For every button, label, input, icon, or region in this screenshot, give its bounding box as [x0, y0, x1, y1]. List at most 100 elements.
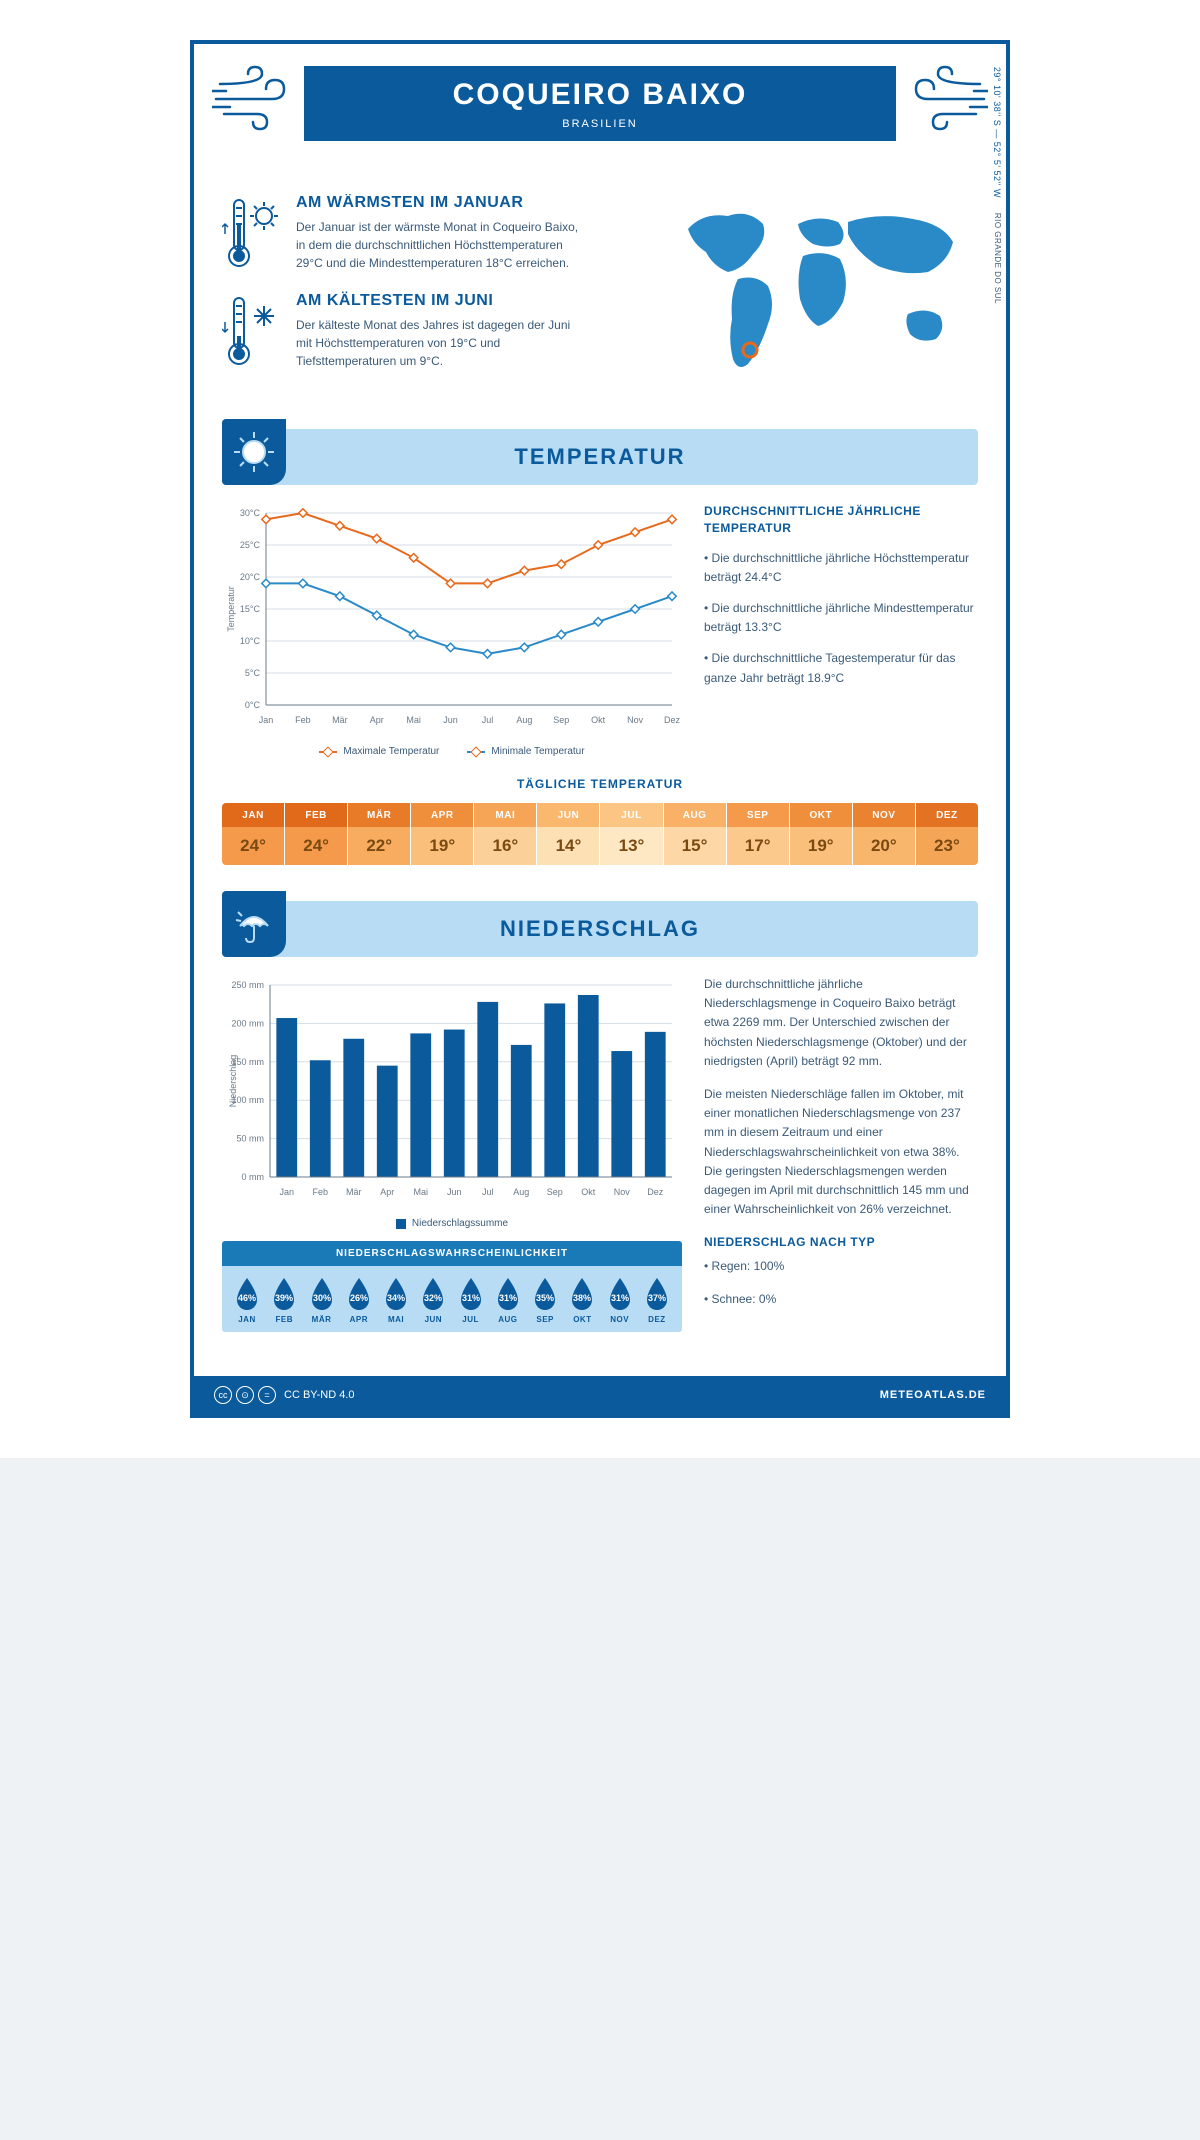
month-cell: OKT19°: [790, 803, 853, 865]
svg-text:31%: 31%: [499, 1293, 517, 1303]
precip-p1: Die durchschnittliche jährliche Niedersc…: [704, 975, 978, 1071]
legend-max: Maximale Temperatur: [343, 746, 439, 757]
svg-text:32%: 32%: [424, 1293, 442, 1303]
month-cell: FEB24°: [285, 803, 348, 865]
prob-drop: 26%APR: [342, 1276, 376, 1324]
month-cell: SEP17°: [727, 803, 790, 865]
svg-text:Jun: Jun: [447, 1187, 462, 1197]
svg-text:Mär: Mär: [346, 1187, 362, 1197]
month-cell: MÄR22°: [348, 803, 411, 865]
cold-text: Der kälteste Monat des Jahres ist dagege…: [296, 316, 586, 370]
daily-temp-strip: JAN24°FEB24°MÄR22°APR19°MAI16°JUN14°JUL1…: [222, 803, 978, 865]
svg-text:25°C: 25°C: [240, 540, 261, 550]
region-label: RIO GRANDE DO SUL: [993, 213, 1002, 304]
prob-drop: 31%AUG: [491, 1276, 525, 1324]
svg-text:Sep: Sep: [553, 715, 569, 725]
umbrella-icon: [234, 904, 274, 944]
cc-icon: cc: [214, 1386, 232, 1404]
precip-type-item: • Schnee: 0%: [704, 1290, 978, 1309]
site-name: METEOATLAS.DE: [880, 1389, 986, 1401]
precip-title: NIEDERSCHLAG: [500, 916, 700, 942]
svg-text:Mär: Mär: [332, 715, 348, 725]
month-cell: DEZ23°: [916, 803, 978, 865]
svg-text:Dez: Dez: [664, 715, 681, 725]
svg-text:Feb: Feb: [295, 715, 311, 725]
header: COQUEIRO BAIXO BRASILIEN: [194, 44, 1006, 194]
svg-text:31%: 31%: [611, 1293, 629, 1303]
month-cell: MAI16°: [474, 803, 537, 865]
temperature-line-chart: 0°C5°C10°C15°C20°C25°C30°CJanFebMärAprMa…: [222, 503, 682, 757]
prob-drop: 34%MAI: [379, 1276, 413, 1324]
legend-min: Minimale Temperatur: [491, 746, 584, 757]
temp-title: TEMPERATUR: [514, 444, 685, 470]
month-cell: AUG15°: [664, 803, 727, 865]
svg-text:Mai: Mai: [406, 715, 421, 725]
precip-p2: Die meisten Niederschläge fallen im Okto…: [704, 1085, 978, 1219]
svg-text:Jun: Jun: [443, 715, 458, 725]
warm-text: Der Januar ist der wärmste Monat in Coqu…: [296, 218, 586, 272]
coldest-block: AM KÄLTESTEN IM JUNI Der kälteste Monat …: [222, 292, 648, 372]
month-cell: JUN14°: [537, 803, 600, 865]
precip-info: Die durchschnittliche jährliche Niedersc…: [704, 975, 978, 1332]
world-map: 29° 10' 38'' S — 52° 5' 52'' W RIO GRAND…: [668, 194, 978, 399]
month-cell: JAN24°: [222, 803, 285, 865]
svg-text:0 mm: 0 mm: [242, 1172, 265, 1182]
svg-text:37%: 37%: [648, 1293, 666, 1303]
svg-text:0°C: 0°C: [245, 700, 261, 710]
svg-text:34%: 34%: [387, 1293, 405, 1303]
prob-drop: 46%JAN: [230, 1276, 264, 1324]
precipitation-bar-chart: 0 mm50 mm100 mm150 mm200 mm250 mmJanFebM…: [222, 975, 682, 1229]
temp-info-title: DURCHSCHNITTLICHE JÄHRLICHE TEMPERATUR: [704, 503, 978, 537]
svg-text:Jan: Jan: [279, 1187, 294, 1197]
precip-legend: Niederschlagssumme: [222, 1218, 682, 1229]
svg-text:Mai: Mai: [413, 1187, 428, 1197]
svg-text:Okt: Okt: [591, 715, 606, 725]
temp-section-header: TEMPERATUR: [222, 419, 978, 485]
daily-temp-title: TÄGLICHE TEMPERATUR: [222, 777, 978, 791]
month-cell: JUL13°: [600, 803, 663, 865]
svg-text:200 mm: 200 mm: [231, 1018, 264, 1028]
prob-drop: 32%JUN: [416, 1276, 450, 1324]
svg-text:15°C: 15°C: [240, 604, 261, 614]
svg-text:35%: 35%: [536, 1293, 554, 1303]
svg-text:30%: 30%: [313, 1293, 331, 1303]
page-title: COQUEIRO BAIXO: [453, 78, 748, 112]
temp-info-item: • Die durchschnittliche jährliche Mindes…: [704, 599, 978, 637]
precip-section-header: NIEDERSCHLAG: [222, 891, 978, 957]
svg-text:Sep: Sep: [547, 1187, 563, 1197]
svg-text:10°C: 10°C: [240, 636, 261, 646]
svg-text:20°C: 20°C: [240, 572, 261, 582]
prob-drop: 37%DEZ: [640, 1276, 674, 1324]
svg-text:Niederschlag: Niederschlag: [228, 1055, 238, 1108]
svg-text:30°C: 30°C: [240, 508, 261, 518]
svg-text:Okt: Okt: [581, 1187, 596, 1197]
svg-text:5°C: 5°C: [245, 668, 261, 678]
prob-drop: 39%FEB: [267, 1276, 301, 1324]
precip-type-item: • Regen: 100%: [704, 1257, 978, 1276]
svg-text:Dez: Dez: [647, 1187, 664, 1197]
svg-text:Apr: Apr: [380, 1187, 394, 1197]
thermometer-snow-icon: [222, 292, 282, 372]
svg-text:Aug: Aug: [516, 715, 532, 725]
subtitle: BRASILIEN: [562, 118, 637, 130]
nd-icon: =: [258, 1386, 276, 1404]
intro-section: AM WÄRMSTEN IM JANUAR Der Januar ist der…: [222, 194, 978, 399]
infographic-card: COQUEIRO BAIXO BRASILIEN: [190, 40, 1010, 1418]
cc-icons: cc ⊙ =: [214, 1386, 276, 1404]
temp-info-item: • Die durchschnittliche Tagestemperatur …: [704, 649, 978, 687]
title-banner: COQUEIRO BAIXO BRASILIEN: [304, 66, 896, 141]
svg-text:250 mm: 250 mm: [231, 980, 264, 990]
svg-text:26%: 26%: [350, 1293, 368, 1303]
prob-drop: 35%SEP: [528, 1276, 562, 1324]
temp-info: DURCHSCHNITTLICHE JÄHRLICHE TEMPERATUR •…: [704, 503, 978, 757]
svg-text:31%: 31%: [462, 1293, 480, 1303]
svg-text:Nov: Nov: [627, 715, 644, 725]
svg-text:Jul: Jul: [482, 715, 494, 725]
prob-title: NIEDERSCHLAGSWAHRSCHEINLICHKEIT: [222, 1241, 682, 1266]
svg-text:Temperatur: Temperatur: [226, 586, 236, 632]
license-text: CC BY-ND 4.0: [284, 1389, 355, 1401]
prob-drop: 30%MÄR: [305, 1276, 339, 1324]
legend-precip: Niederschlagssumme: [412, 1218, 508, 1229]
prob-drop: 31%NOV: [603, 1276, 637, 1324]
svg-text:Aug: Aug: [513, 1187, 529, 1197]
